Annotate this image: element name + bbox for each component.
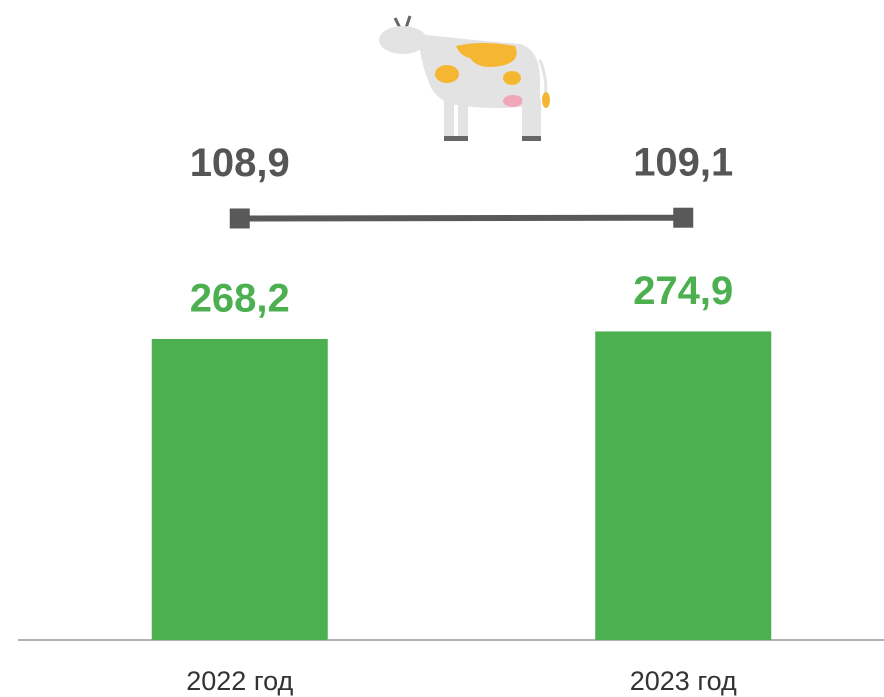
cow-icon: [379, 15, 550, 141]
line-marker: [673, 207, 694, 228]
x-tick-label: 2022 год: [186, 666, 293, 696]
x-tick-label: 2023 год: [630, 666, 737, 696]
bar-label: 274,9: [633, 269, 733, 313]
bar: [151, 338, 328, 640]
line: [239, 214, 684, 222]
line-marker: [229, 208, 250, 229]
bar-label: 268,2: [190, 277, 290, 321]
line-label: 108,9: [190, 141, 290, 185]
bar: [595, 331, 772, 640]
line-label: 109,1: [633, 140, 733, 184]
